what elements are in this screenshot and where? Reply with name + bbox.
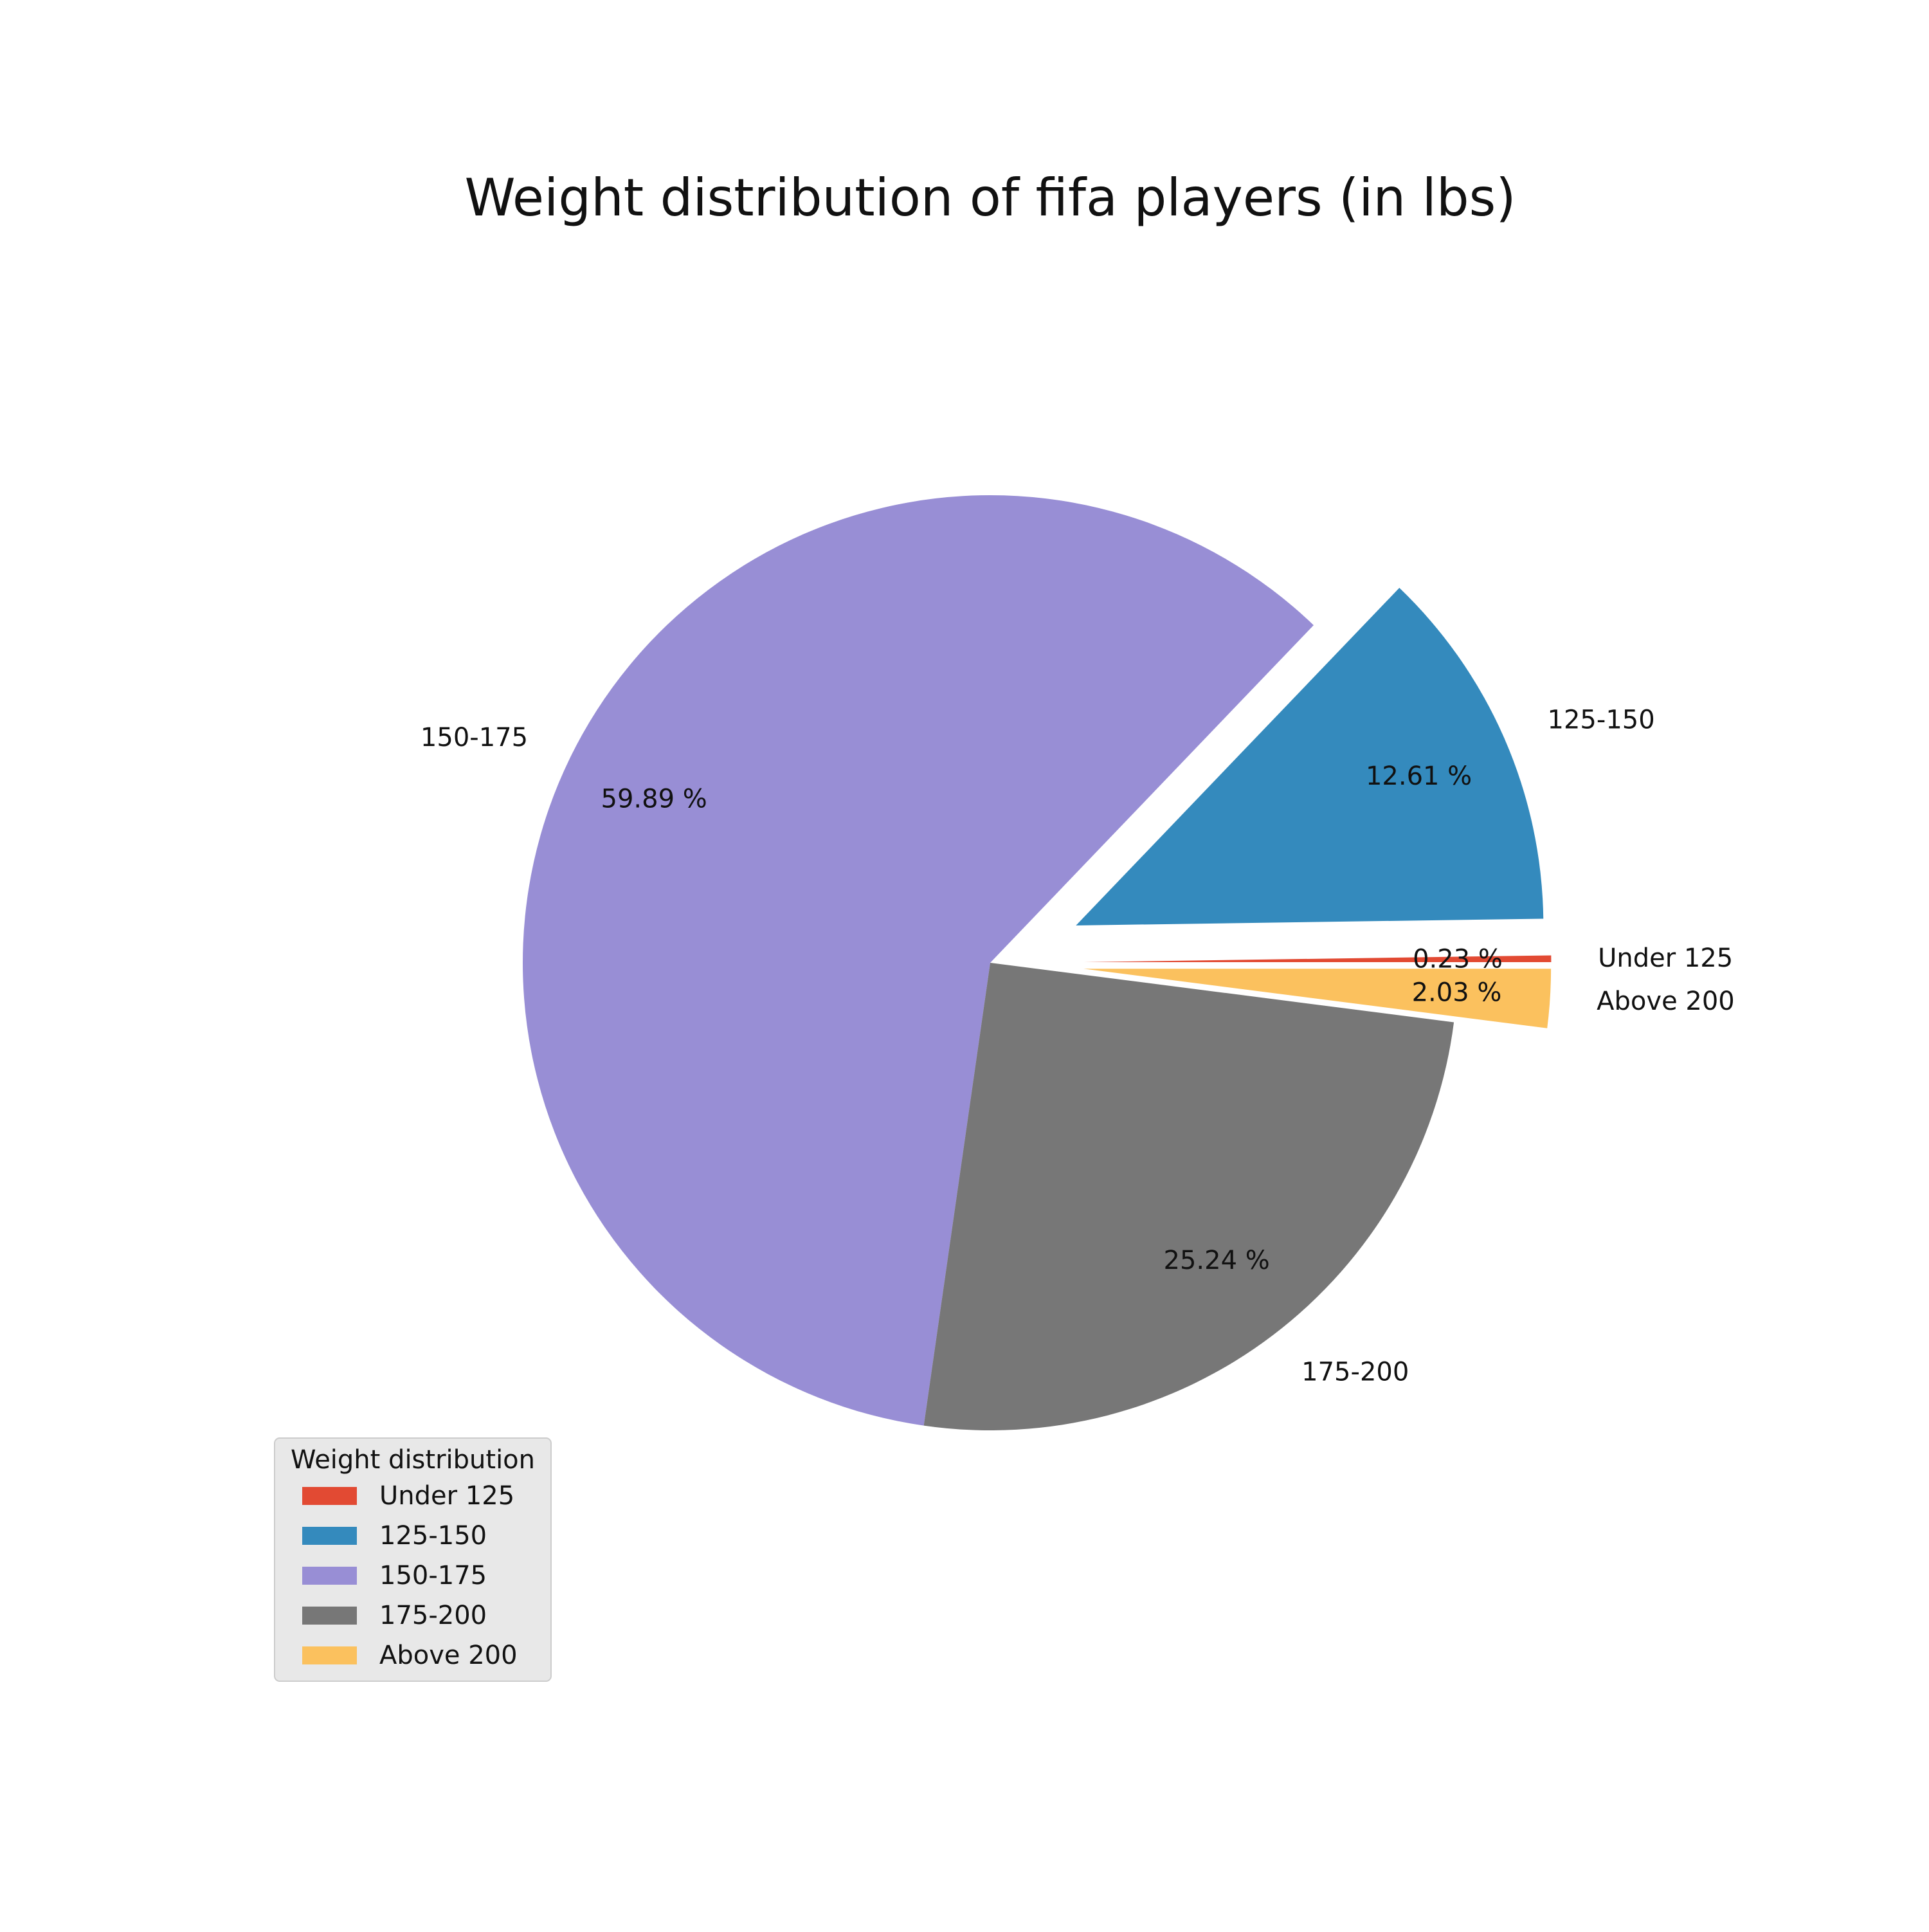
slice-label-above-200: Above 200 [1597, 987, 1735, 1016]
legend-label-above-200: Above 200 [379, 1641, 518, 1670]
legend-entries: Under 125 125-150 150-175 175-200 Above 200 [302, 1481, 518, 1670]
percent-label-125-150: 12.61 % [1366, 761, 1472, 791]
pie-labels: Under 125 0.23 % 125-150 12.61 % 150-175 59.8… [421, 706, 1735, 1387]
pie-slice-under-125 [1083, 955, 1552, 962]
slice-label-150-175: 150-175 [421, 723, 528, 752]
slice-label-under-125: Under 125 [1598, 943, 1733, 973]
legend-label-150-175: 150-175 [379, 1561, 487, 1590]
pie-slice-above-200 [1083, 969, 1552, 1028]
percent-label-175-200: 25.24 % [1164, 1246, 1270, 1275]
slice-label-175-200: 175-200 [1301, 1357, 1409, 1387]
pie-slice-125-150 [1076, 588, 1544, 925]
percent-label-150-175: 59.89 % [601, 784, 707, 814]
legend-label-175-200: 175-200 [379, 1601, 487, 1630]
legend-item-175-200: 175-200 [302, 1601, 487, 1630]
legend-swatch-150-175 [302, 1567, 357, 1585]
chart-title: Weight distribution of fifa players (in … [464, 168, 1516, 228]
legend: Weight distribution Under 125 125-150 150-… [274, 1437, 552, 1682]
legend-item-125-150: 125-150 [302, 1521, 487, 1551]
legend-label-under-125: Under 125 [379, 1481, 514, 1511]
pie-slice-175-200 [923, 963, 1454, 1430]
legend-item-under-125: Under 125 [302, 1481, 514, 1511]
legend-item-150-175: 150-175 [302, 1561, 487, 1590]
legend-swatch-175-200 [302, 1607, 357, 1625]
legend-swatch-125-150 [302, 1527, 357, 1545]
pie-slice-150-175 [523, 495, 1314, 1426]
legend-label-125-150: 125-150 [379, 1521, 487, 1551]
pie-slices [523, 495, 1552, 1430]
percent-label-above-200: 2.03 % [1412, 978, 1502, 1007]
legend-swatch-under-125 [302, 1487, 357, 1505]
legend-swatch-above-200 [302, 1646, 357, 1664]
legend-title: Weight distribution [291, 1445, 535, 1475]
legend-item-above-200: Above 200 [302, 1641, 518, 1670]
slice-label-125-150: 125-150 [1548, 706, 1655, 735]
percent-label-under-125: 0.23 % [1413, 945, 1503, 974]
